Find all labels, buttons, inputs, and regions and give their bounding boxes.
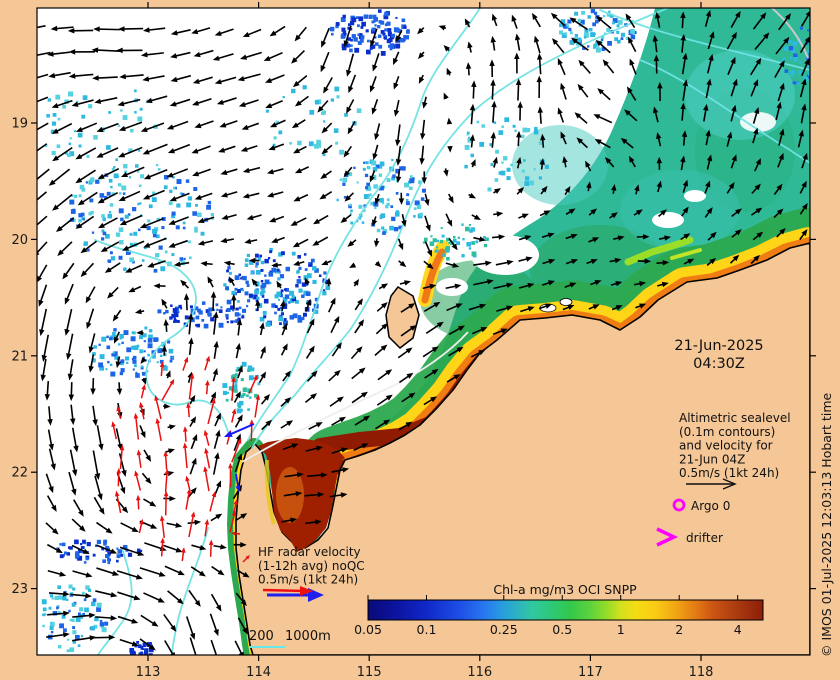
isobath-line-ne: [771, 8, 809, 59]
argo-symbol-icon: [672, 498, 686, 512]
hf-radar-velocity-arrows: [111, 355, 261, 563]
svg-text:4: 4: [734, 622, 742, 637]
x-tick-label: 116: [467, 665, 492, 680]
island: [385, 286, 420, 349]
altimetric-velocity-arrows: [37, 9, 810, 655]
svg-text:0.1: 0.1: [417, 622, 437, 637]
y-axis-latitude: 19 20 21 22 23: [11, 117, 816, 597]
drifter-label: drifter: [686, 531, 723, 545]
plot-border: [36, 7, 811, 656]
chl-speckle-patches: [41, 8, 810, 655]
svg-text:2: 2: [675, 622, 683, 637]
x-tick-label: 115: [357, 665, 382, 680]
y-tick-label: 23: [11, 582, 28, 597]
drifter-symbol-icon: [656, 527, 679, 547]
hf-radar-scale-arrows: [262, 586, 324, 602]
svg-text:0.25: 0.25: [490, 622, 518, 637]
y-tick-label: 21: [11, 349, 28, 364]
x-tick-label: 118: [689, 665, 714, 680]
svg-text:1: 1: [617, 622, 625, 637]
map-annotations: 21-Jun-2025 04:30Z Altimetric sealevel (0…: [249, 338, 791, 648]
datetime-line1: 21-Jun-2025: [674, 338, 763, 354]
x-axis-longitude: 113 114 115 116 117 118: [136, 2, 714, 680]
x-tick-label: 117: [578, 665, 603, 680]
colorbar-title: Chl-a mg/m3 OCI SNPP: [493, 582, 637, 597]
drifter-velocity-arrows: [224, 423, 255, 492]
copyright-text: © IMOS 01-Jul-2025 12:03:13 Hobart time: [819, 392, 834, 657]
altimetric-scale-arrow: [686, 478, 737, 490]
colorbar: Chl-a mg/m3 OCI SNPP 0.05 0.1 0.25 0.5 1 2 4: [354, 582, 764, 637]
y-tick-label: 19: [11, 117, 28, 132]
y-tick-label: 20: [11, 233, 28, 248]
isobath-scale-200-label: 200: [249, 629, 274, 644]
colorbar-ticks: 0.05 0.1 0.25 0.5 1 2 4: [354, 595, 742, 637]
x-tick-label: 114: [246, 665, 271, 680]
sealevel-contours: [94, 8, 810, 655]
datetime-line2: 04:30Z: [693, 356, 745, 372]
land-and-coastline: [235, 242, 810, 655]
y-tick-label: 22: [11, 466, 28, 481]
colorbar-gradient-bar: [367, 599, 764, 621]
isobath-scale-1000-label: 1000m: [285, 629, 331, 644]
svg-text:0.05: 0.05: [354, 622, 382, 637]
altimetric-note: Altimetric sealevel (0.1m contours) and ve…: [679, 411, 791, 480]
svg-text:0.5: 0.5: [552, 622, 572, 637]
argo-label: Argo 0: [691, 499, 730, 513]
isobath-1000m-line: [241, 331, 469, 463]
hf-radar-note: HF radar velocity (1-12h avg) noQC 0.5m/s …: [258, 545, 365, 587]
x-tick-label: 113: [136, 665, 161, 680]
